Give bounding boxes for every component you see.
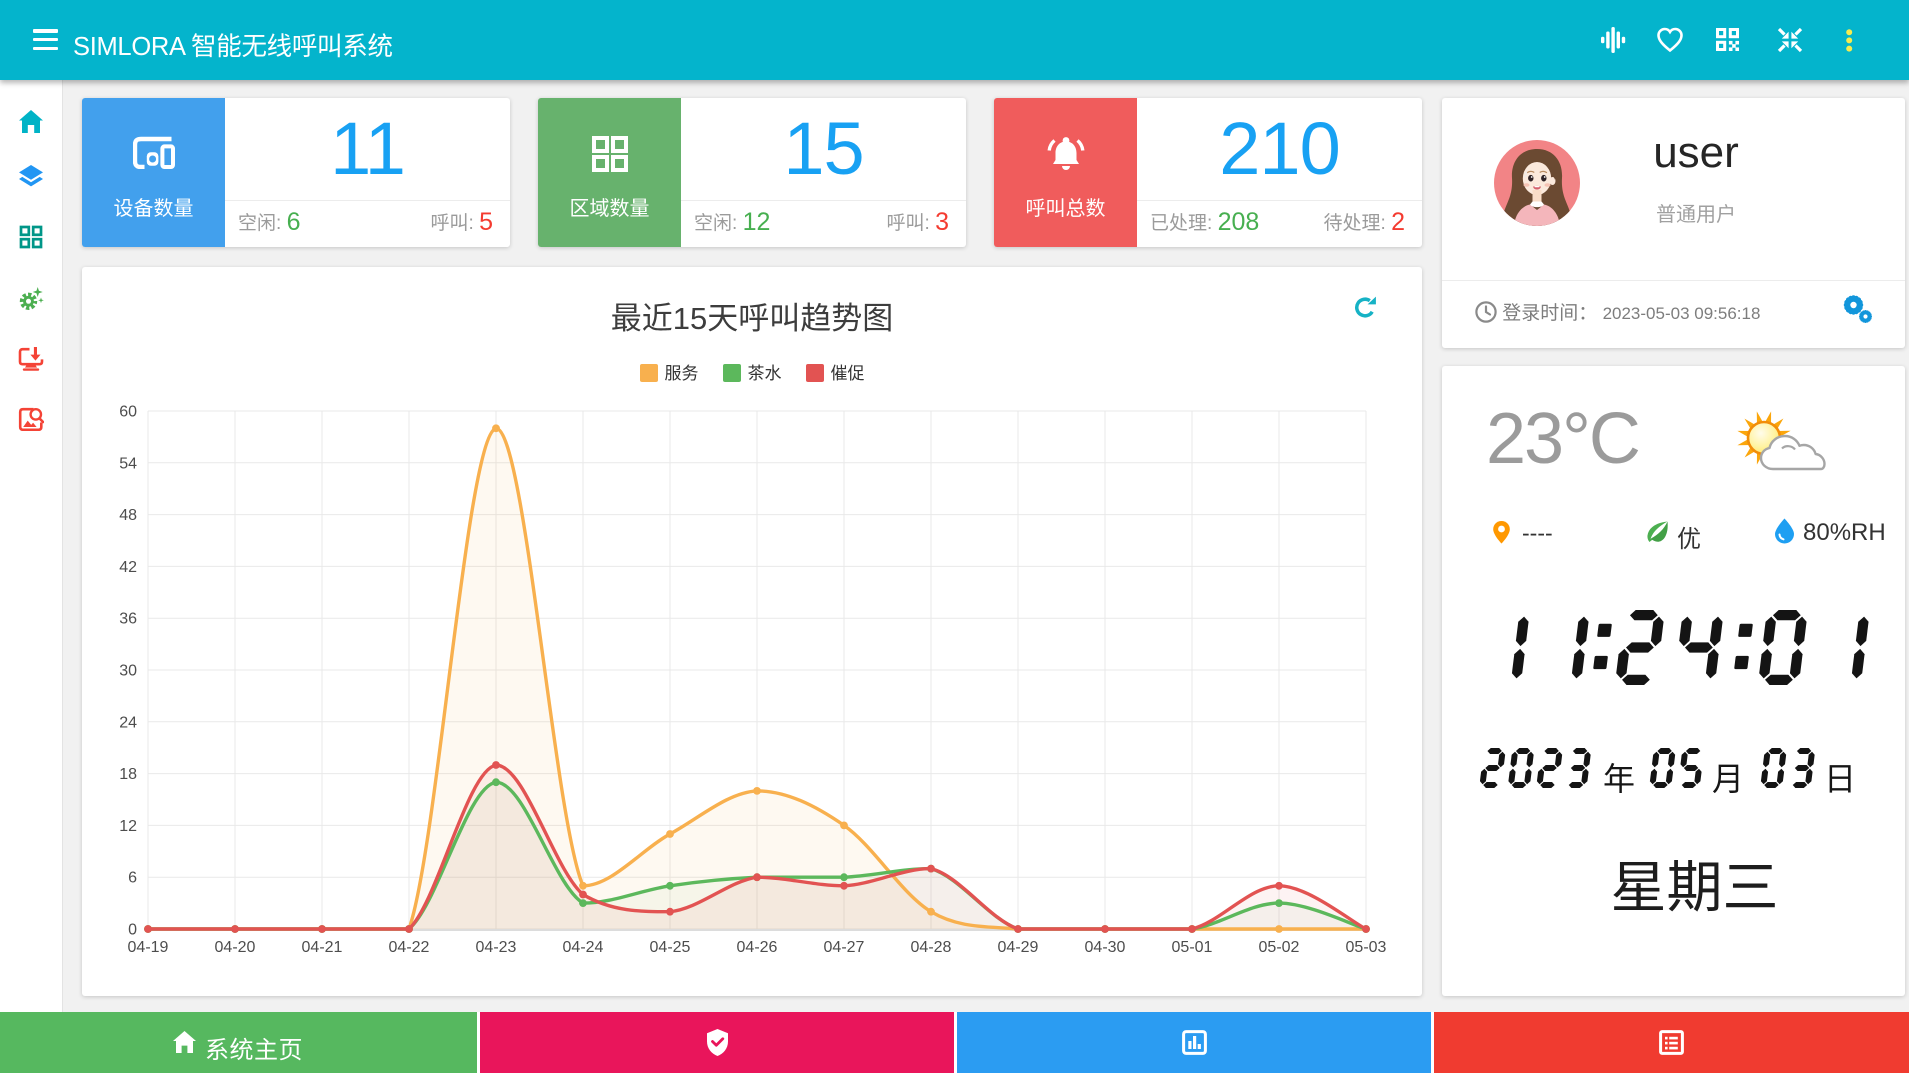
svg-text:05-01: 05-01 (1172, 939, 1213, 956)
svg-text:年: 年 (1603, 761, 1635, 797)
svg-text:0: 0 (128, 922, 137, 939)
svg-text:04-29: 04-29 (998, 939, 1039, 956)
svg-text:04-21: 04-21 (302, 939, 343, 956)
svg-text:54: 54 (119, 455, 137, 472)
svg-text:12: 12 (119, 818, 137, 835)
svg-text:04-19: 04-19 (128, 939, 169, 956)
svg-text:04-26: 04-26 (737, 939, 778, 956)
svg-text:24: 24 (119, 714, 137, 731)
svg-text:04-30: 04-30 (1085, 939, 1126, 956)
svg-text:48: 48 (119, 507, 137, 524)
svg-text:04-24: 04-24 (563, 939, 604, 956)
svg-text:05-02: 05-02 (1259, 939, 1300, 956)
svg-text:月: 月 (1712, 761, 1744, 797)
svg-text:60: 60 (119, 404, 137, 421)
svg-text:04-27: 04-27 (824, 939, 865, 956)
svg-text:日: 日 (1824, 761, 1856, 797)
svg-text:04-20: 04-20 (215, 939, 256, 956)
svg-text:6: 6 (128, 870, 137, 887)
svg-text:30: 30 (119, 663, 137, 680)
svg-text:04-22: 04-22 (389, 939, 430, 956)
svg-text:04-25: 04-25 (650, 939, 691, 956)
svg-text:18: 18 (119, 766, 137, 783)
svg-text:36: 36 (119, 611, 137, 628)
svg-text:04-28: 04-28 (911, 939, 952, 956)
svg-text:42: 42 (119, 559, 137, 576)
svg-text:05-03: 05-03 (1346, 939, 1387, 956)
svg-text:04-23: 04-23 (476, 939, 517, 956)
